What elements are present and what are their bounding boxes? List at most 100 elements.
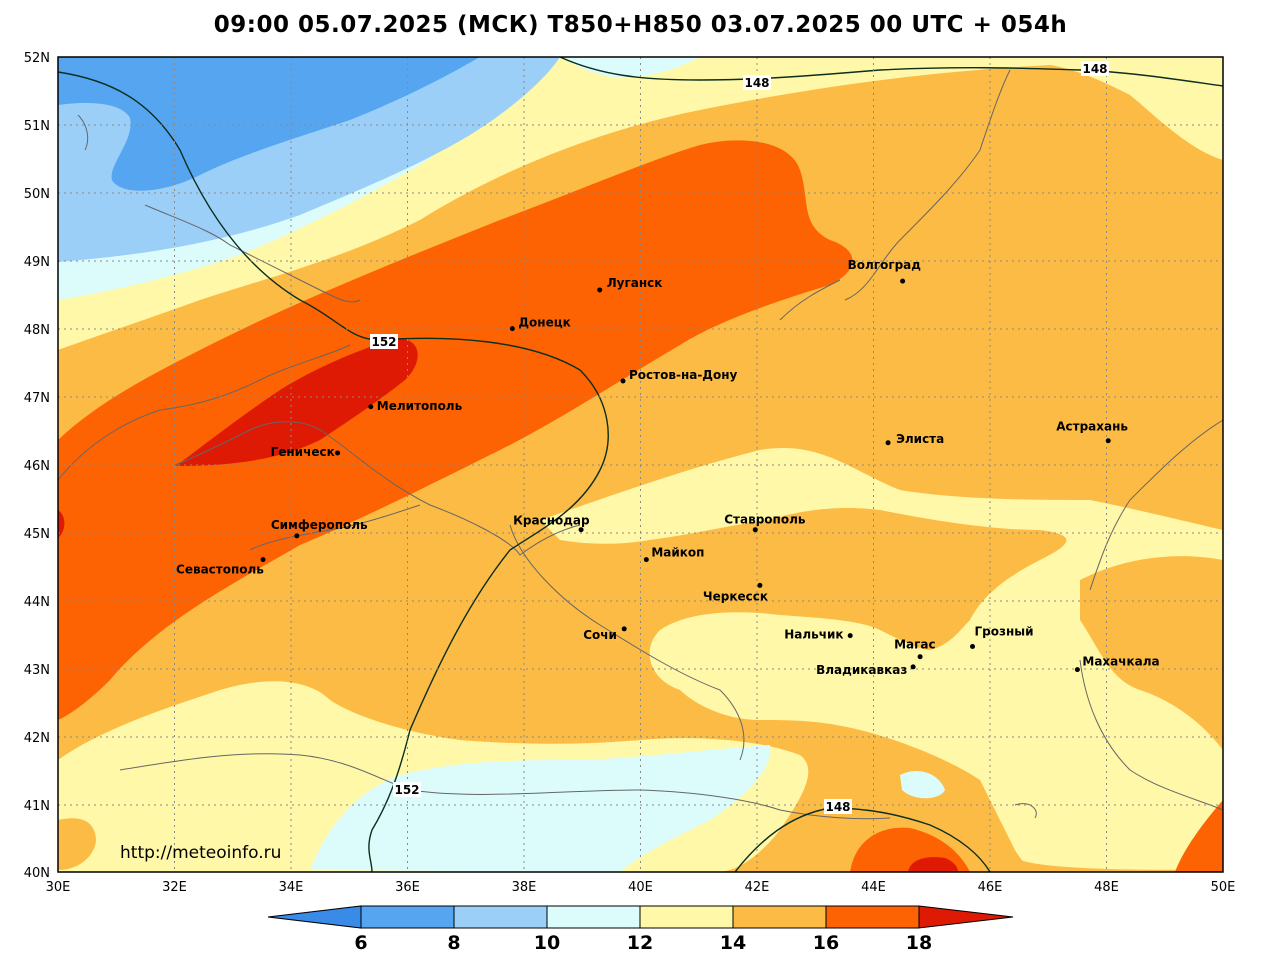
isohypse-label: 148	[1082, 62, 1107, 76]
fill-14-16-east	[1080, 556, 1223, 750]
colorbar-tick: 10	[534, 932, 560, 954]
city-label: Магас	[894, 638, 936, 652]
fill-14-16-corner	[58, 818, 96, 870]
city-marker	[910, 664, 916, 670]
fill-18-south-spot	[908, 857, 958, 872]
source-url: http://meteoinfo.ru	[120, 843, 281, 863]
lat-label: 45N	[24, 527, 50, 542]
colorbar: 6 8 10 12 14 16 18	[267, 905, 1014, 954]
lat-label: 40N	[24, 866, 50, 881]
colorbar-tick: 14	[720, 932, 746, 954]
city-label: Краснодар	[513, 514, 590, 528]
lon-label: 40E	[628, 880, 653, 895]
isohypses	[58, 57, 1223, 872]
fill-18-core	[176, 338, 418, 466]
fill-10-12-spot	[900, 770, 945, 799]
colorbar-segment-6-8	[360, 905, 455, 929]
city-label: Ставрополь	[724, 513, 806, 527]
colorbar-segment-14-16	[732, 905, 827, 929]
city-marker	[970, 644, 976, 650]
city-label: Элиста	[896, 432, 944, 446]
city-label: Майкоп	[651, 546, 704, 560]
cities: Волгоград Луганск Донецк Ростов-на-Дону Мели…	[176, 258, 1160, 677]
fill-14-16-south	[740, 769, 1030, 870]
lon-label: 38E	[512, 880, 537, 895]
city-marker	[847, 633, 853, 639]
lon-label: 34E	[279, 880, 304, 895]
isohypse-label: 152	[371, 335, 396, 349]
city-marker	[578, 527, 584, 533]
map-title: 09:00 05.07.2025 (МСК) T850+H850 03.07.2…	[213, 12, 1068, 38]
city-marker	[335, 450, 341, 456]
city-label: Мелитополь	[377, 399, 463, 413]
lat-label: 47N	[24, 391, 50, 406]
city-marker	[885, 440, 891, 446]
colorbar-segment-16-18	[825, 905, 920, 929]
city-label: Симферополь	[271, 518, 368, 532]
city-marker	[620, 378, 626, 384]
graticule	[58, 57, 1223, 872]
isohypse-label: 148	[744, 76, 769, 90]
lat-label: 46N	[24, 459, 50, 474]
colorbar-tick: 18	[906, 932, 932, 954]
lon-label: 50E	[1211, 880, 1236, 895]
city-label: Луганск	[607, 276, 663, 290]
lat-label: 49N	[24, 255, 50, 270]
lon-label: 42E	[745, 880, 770, 895]
fill-18-spot-west	[58, 510, 65, 538]
lon-label: 46E	[978, 880, 1003, 895]
city-marker	[509, 326, 515, 332]
lat-label: 42N	[24, 731, 50, 746]
lon-labels: 30E 32E 34E 36E 38E 40E 42E 44E 46E 48E …	[46, 880, 1236, 895]
city-marker	[368, 404, 374, 410]
lat-label: 51N	[24, 119, 50, 134]
lat-label: 48N	[24, 323, 50, 338]
colorbar-tick: 8	[447, 932, 460, 954]
fill-16-18-southeast	[1175, 800, 1223, 872]
city-label: Владикавказ	[816, 663, 907, 677]
lat-label: 43N	[24, 663, 50, 678]
fill-16-18-belt	[58, 140, 853, 720]
lat-label: 50N	[24, 187, 50, 202]
city-marker	[917, 654, 923, 660]
city-marker	[294, 533, 300, 539]
city-marker	[597, 287, 603, 293]
city-label: Геническ	[271, 445, 335, 459]
fill-12-14-caucasus	[540, 448, 1223, 870]
city-label: Волгоград	[848, 258, 922, 272]
city-marker	[757, 582, 763, 588]
isohypse-label: 152	[394, 783, 419, 797]
colorbar-segment-12-14	[639, 905, 734, 929]
lon-label: 32E	[162, 880, 187, 895]
city-label: Грозный	[975, 625, 1034, 639]
city-label: Ростов-на-Дону	[629, 368, 738, 382]
isohypse-label: 148	[825, 800, 850, 814]
lat-label: 52N	[24, 51, 50, 66]
lat-label: 41N	[24, 799, 50, 814]
city-marker	[752, 527, 758, 533]
lon-label: 36E	[395, 880, 420, 895]
lon-label: 48E	[1094, 880, 1119, 895]
city-label: Сочи	[583, 628, 617, 642]
city-label: Донецк	[518, 316, 570, 330]
city-marker	[1074, 667, 1080, 673]
city-label: Нальчик	[784, 628, 843, 642]
city-marker	[643, 557, 649, 563]
city-marker	[1105, 438, 1111, 444]
colorbar-tick: 12	[627, 932, 653, 954]
city-marker	[260, 557, 266, 563]
city-label: Махачкала	[1082, 655, 1159, 669]
city-marker	[900, 278, 906, 284]
fill-6-8-north	[58, 57, 480, 191]
lon-label: 30E	[46, 880, 71, 895]
map-frame	[57, 56, 1224, 873]
city-marker	[621, 626, 627, 632]
colorbar-high-arrow	[918, 905, 1014, 929]
colorbar-segment-8-10	[453, 905, 548, 929]
city-label: Черкесск	[703, 589, 768, 603]
city-label: Астрахань	[1056, 420, 1128, 434]
lat-label: 44N	[24, 595, 50, 610]
colorbar-segment-10-12	[546, 905, 641, 929]
fill-10-12-southwest	[310, 745, 771, 872]
